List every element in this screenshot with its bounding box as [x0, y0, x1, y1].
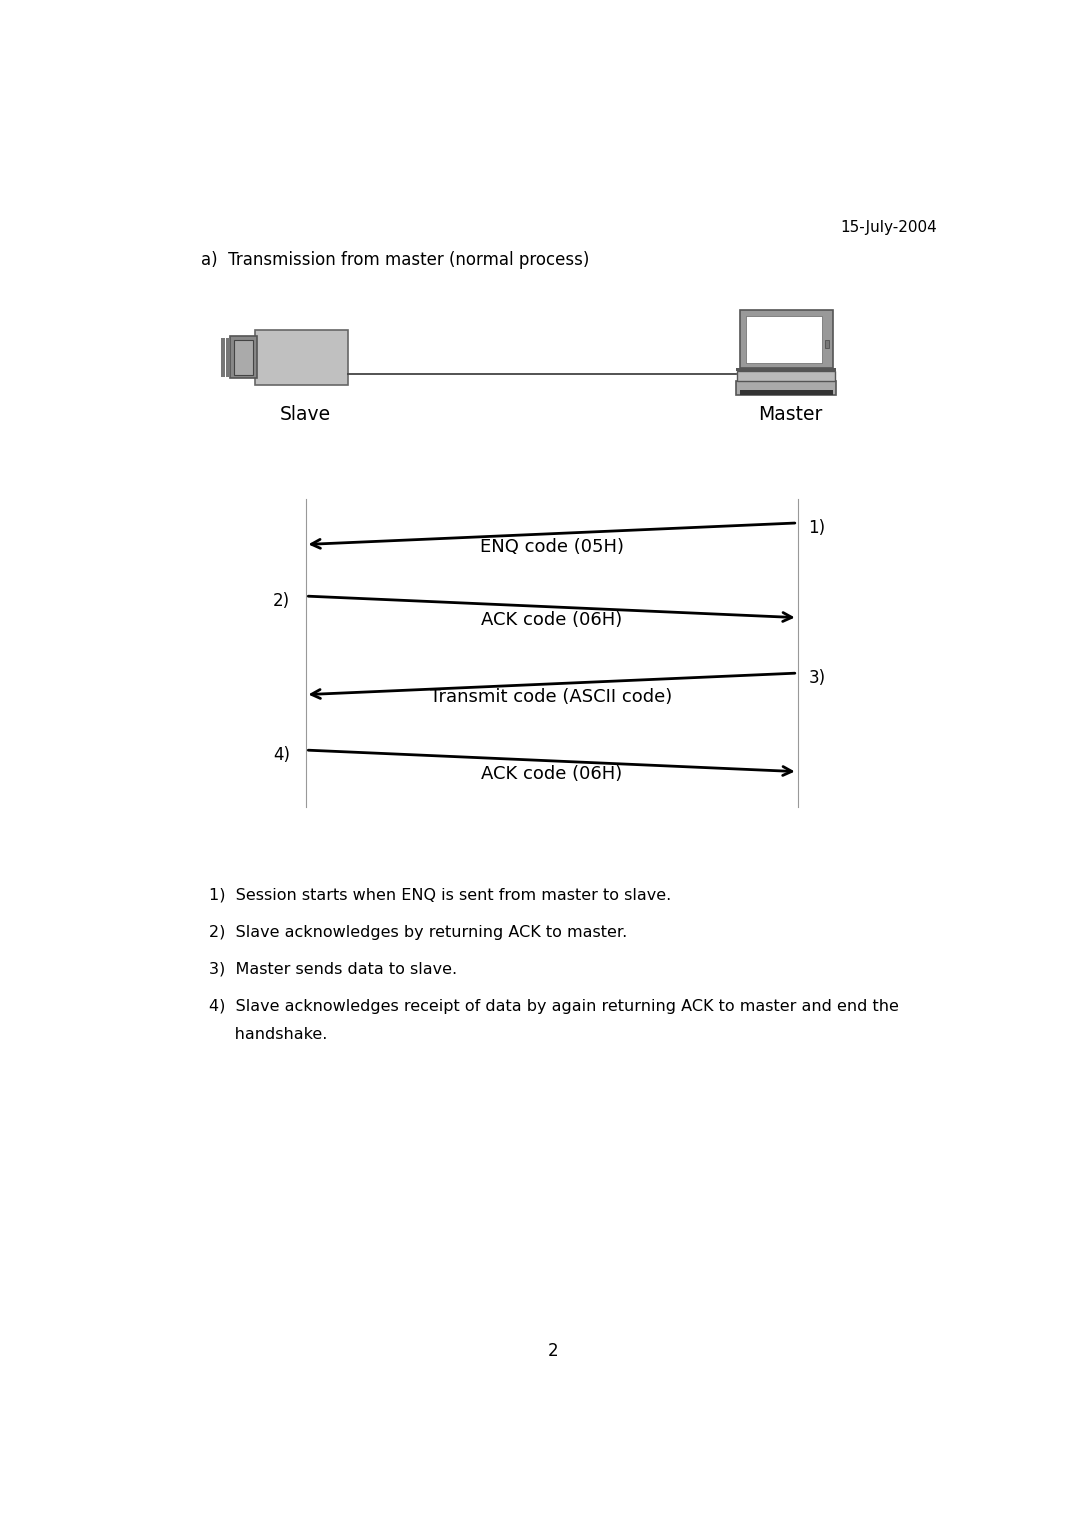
Text: Master: Master [758, 405, 822, 425]
Bar [735, 382, 836, 396]
Bar [221, 338, 225, 377]
Text: 2)  Slave acknowledges by returning ACK to master.: 2) Slave acknowledges by returning ACK t… [208, 924, 626, 940]
Bar [740, 390, 833, 396]
Text: Transmit code (ASCII code): Transmit code (ASCII code) [431, 688, 673, 706]
Bar [233, 339, 253, 374]
Text: 4)  Slave acknowledges receipt of data by again returning ACK to master and end : 4) Slave acknowledges receipt of data by… [208, 999, 899, 1013]
Text: 1)  Session starts when ENQ is sent from master to slave.: 1) Session starts when ENQ is sent from … [208, 888, 671, 903]
Text: 3)  Master sends data to slave.: 3) Master sends data to slave. [208, 961, 457, 976]
Bar [745, 316, 822, 362]
Bar [255, 330, 348, 385]
Bar [227, 338, 230, 377]
Text: Slave: Slave [280, 405, 332, 425]
Text: 2): 2) [273, 593, 291, 610]
Text: ACK code (06H): ACK code (06H) [481, 611, 622, 628]
Bar [825, 341, 829, 348]
Text: 1): 1) [809, 520, 825, 536]
Text: 3): 3) [809, 669, 825, 688]
Text: ENQ code (05H): ENQ code (05H) [480, 538, 623, 556]
Bar [740, 310, 833, 368]
Text: 2: 2 [549, 1342, 558, 1360]
Bar [735, 368, 836, 371]
Text: a)  Transmission from master (normal process): a) Transmission from master (normal proc… [201, 251, 590, 269]
Text: handshake.: handshake. [208, 1027, 327, 1042]
Text: ACK code (06H): ACK code (06H) [481, 764, 622, 782]
Text: 4): 4) [273, 746, 291, 764]
Text: 15-July-2004: 15-July-2004 [840, 220, 937, 235]
Bar [230, 336, 257, 379]
Bar [738, 371, 835, 382]
